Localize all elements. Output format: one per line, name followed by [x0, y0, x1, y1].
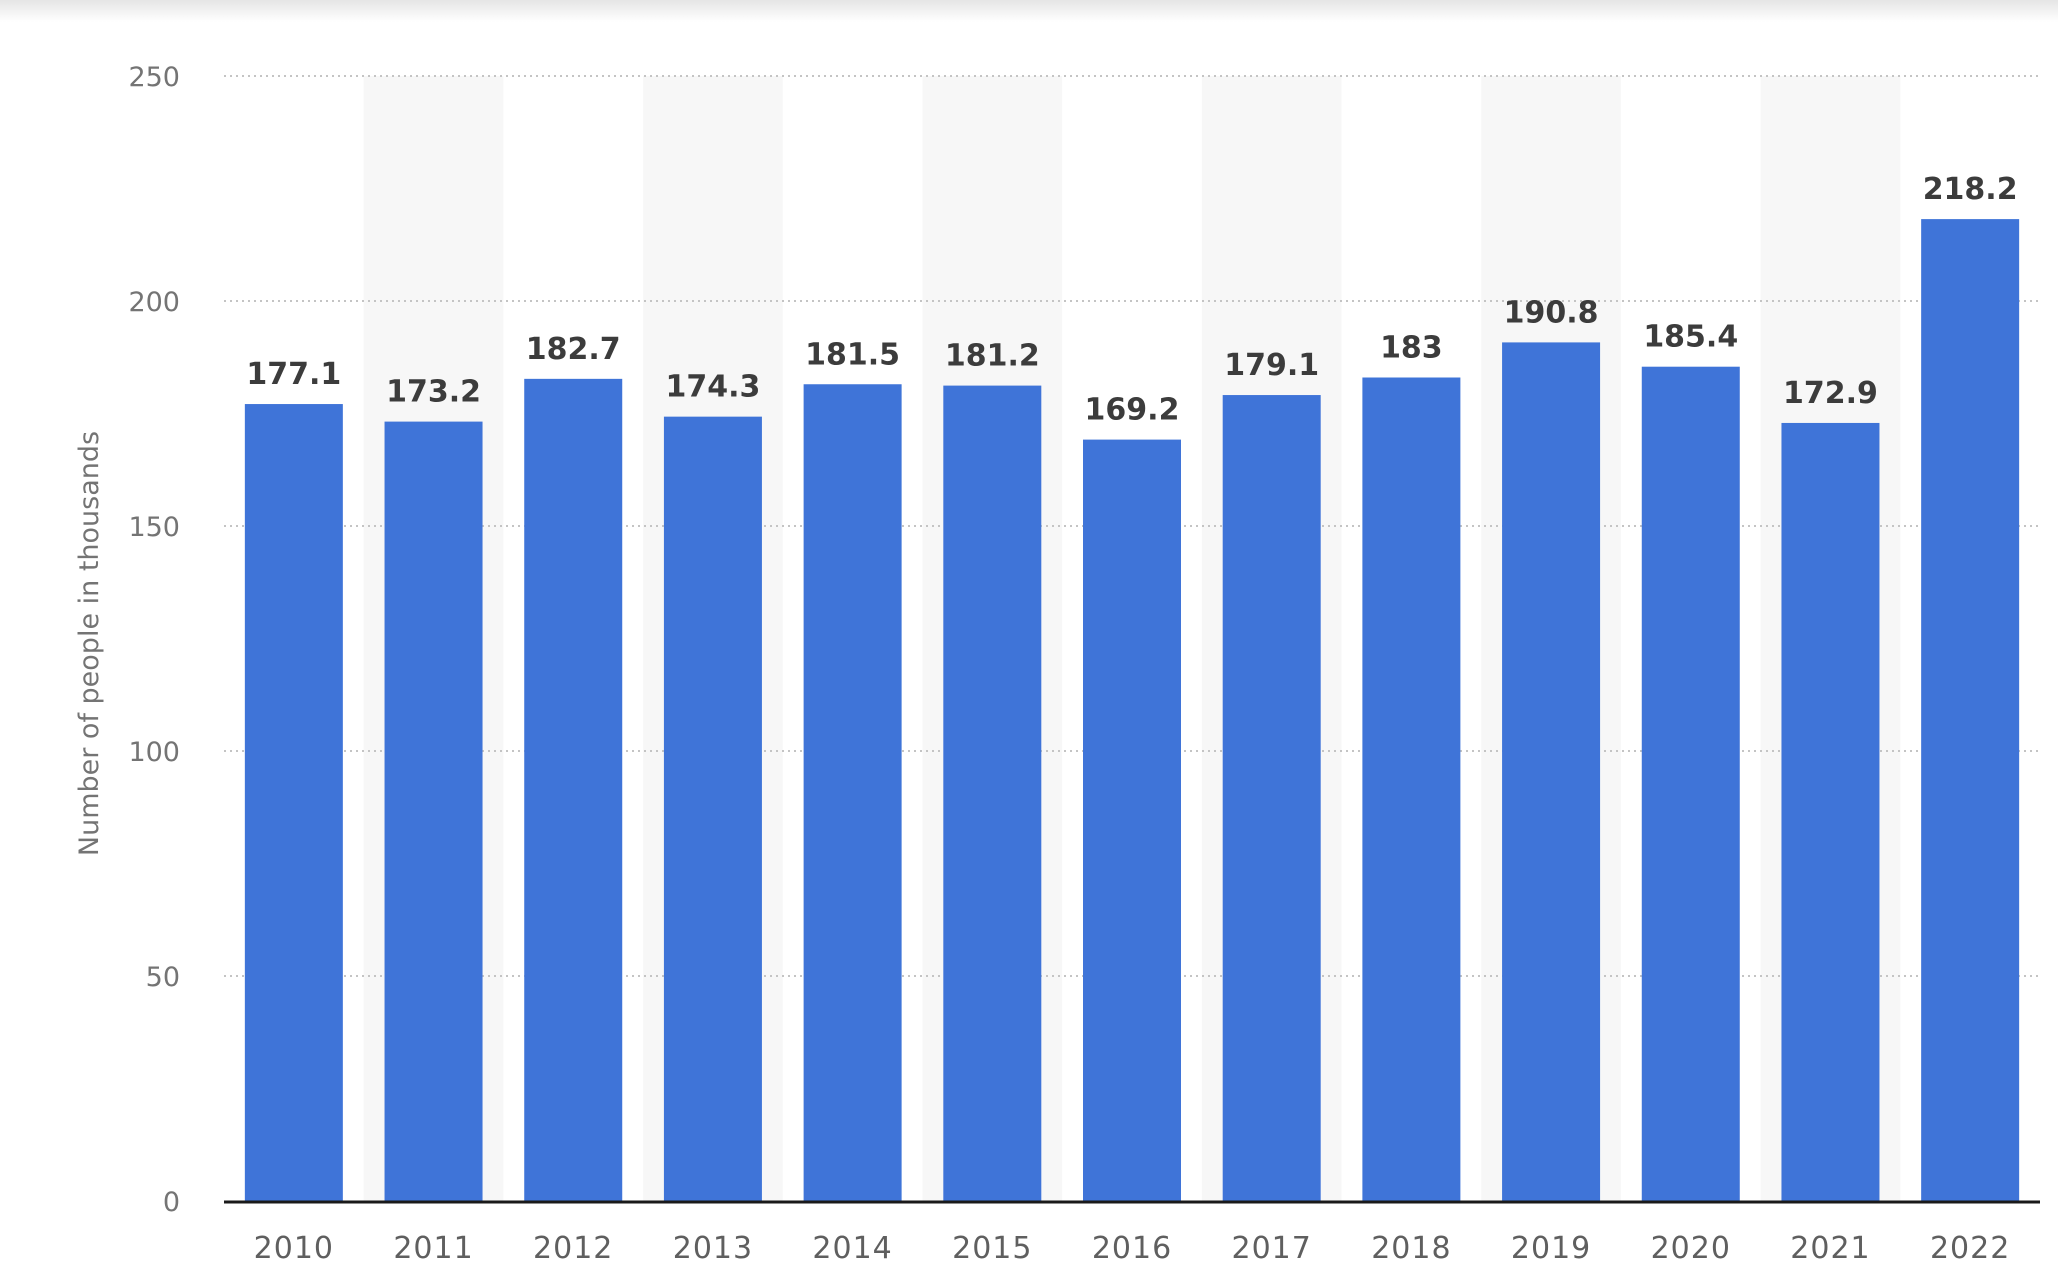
x-tick-label-2016: 2016 [1092, 1231, 1172, 1266]
value-label-2013: 174.3 [665, 370, 760, 405]
x-tick-label-2010: 2010 [254, 1231, 334, 1266]
y-tick-label: 150 [128, 512, 180, 543]
value-label-2012: 182.7 [526, 332, 621, 367]
x-tick-label-2011: 2011 [393, 1231, 473, 1266]
value-label-2018: 183 [1380, 331, 1443, 366]
x-tick-label-2015: 2015 [952, 1231, 1032, 1266]
value-label-2020: 185.4 [1643, 320, 1738, 355]
x-tick-label-2017: 2017 [1232, 1231, 1312, 1266]
bar-2010 [244, 404, 343, 1201]
x-tick-label-2022: 2022 [1930, 1231, 2010, 1266]
value-label-2015: 181.2 [945, 339, 1040, 374]
bar-2012 [524, 378, 623, 1202]
bar-2011 [384, 421, 483, 1202]
value-label-2011: 173.2 [386, 375, 481, 410]
x-tick-label-2019: 2019 [1511, 1231, 1591, 1266]
x-tick-label-2018: 2018 [1371, 1231, 1451, 1266]
bar-2014 [803, 384, 902, 1201]
x-tick-label-2013: 2013 [673, 1231, 753, 1266]
x-axis-labels: 2010 2011 2012 2013 2014 2015 2016 2017 2018 2019… [254, 1231, 2010, 1266]
data-labels: 177.1 173.2 182.7 174.3 181.5 181.2 169.2 179.1… [246, 172, 2017, 428]
bar-2013 [663, 416, 762, 1201]
value-label-2019: 190.8 [1504, 295, 1599, 330]
bar-2022 [1921, 219, 2020, 1202]
bar-2019 [1502, 342, 1601, 1201]
y-tick-label: 200 [128, 287, 180, 318]
value-label-2014: 181.5 [805, 337, 900, 372]
bar-2016 [1083, 439, 1181, 1202]
bar-2017 [1222, 395, 1321, 1201]
y-tick-label: 0 [163, 1187, 180, 1218]
bars [244, 219, 2020, 1202]
x-tick-label-2014: 2014 [812, 1231, 892, 1266]
bar-2015 [943, 385, 1042, 1202]
value-label-2016: 169.2 [1085, 393, 1180, 428]
y-tick-label: 100 [128, 737, 180, 768]
bar-2021 [1781, 422, 1880, 1201]
value-label-2017: 179.1 [1224, 348, 1319, 383]
y-tick-label: 50 [146, 962, 180, 993]
bar-2018 [1362, 377, 1461, 1201]
x-tick-label-2020: 2020 [1651, 1231, 1731, 1266]
top-shadow [0, 0, 2058, 22]
x-tick-label-2021: 2021 [1790, 1231, 1870, 1266]
y-tick-label: 250 [128, 62, 180, 93]
x-tick-label-2012: 2012 [533, 1231, 613, 1266]
y-axis-ticks: 0 50 100 150 200 250 [128, 62, 180, 1218]
value-label-2022: 218.2 [1923, 172, 2018, 207]
y-axis-title: Number of people in thousands [74, 431, 105, 856]
value-label-2010: 177.1 [246, 357, 341, 392]
bar-2020 [1641, 366, 1740, 1201]
value-label-2021: 172.9 [1783, 376, 1878, 411]
